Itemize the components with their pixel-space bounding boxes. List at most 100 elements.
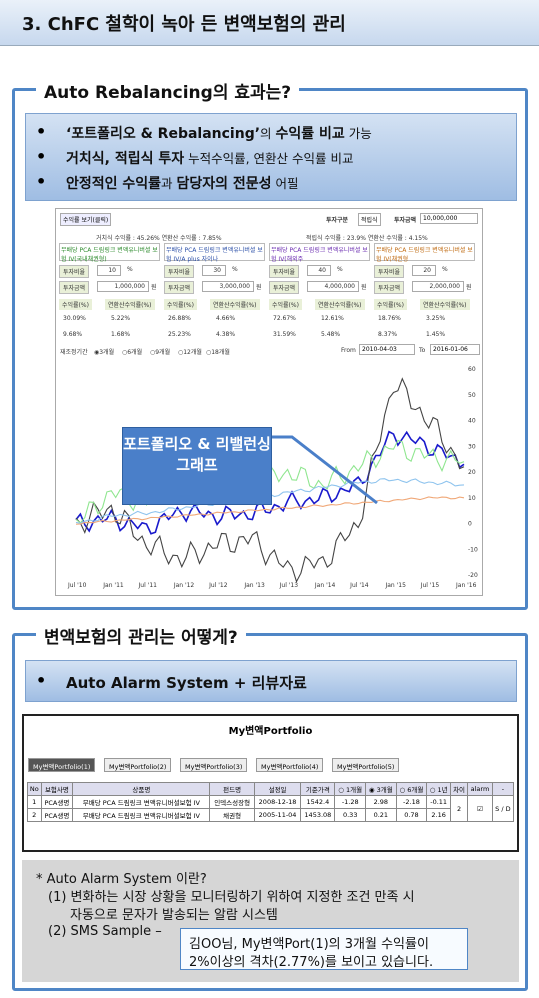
return-label: 수익률(%): [269, 299, 302, 310]
action-cell[interactable]: S / D: [491, 795, 515, 822]
table-cell: -1.28: [334, 795, 367, 809]
table-cell: 채권형: [209, 808, 255, 822]
table-header[interactable]: ○ 1년: [426, 782, 452, 796]
portfolio-tab-5[interactable]: My변액Portfolio(5): [332, 758, 400, 772]
pct-unit: %: [442, 266, 448, 273]
from-date-input[interactable]: 2010-04-03: [359, 344, 415, 355]
fund-name: 무배당 PCA 드림링크 변액유니버셜 보험 IV/A plus 자이나: [164, 243, 265, 263]
from-label: From: [341, 347, 356, 354]
view-returns-button[interactable]: 수익률 보기(클릭): [60, 213, 112, 226]
series-line-5: [75, 496, 465, 525]
sms-line-1: 김OO님, My변액Port(1)의 3개월 수익률이: [189, 937, 429, 952]
to-label: To: [419, 347, 426, 354]
amount-label: 투자금액: [374, 281, 405, 294]
period-option-2[interactable]: ○6개월: [122, 349, 143, 356]
amount-input[interactable]: 2,000,000: [412, 281, 464, 292]
diff-input[interactable]: 2: [450, 795, 469, 822]
x-tick-label: Jul '12: [208, 582, 228, 589]
y-tick-label: -20: [468, 572, 478, 579]
period-option-5[interactable]: ○18개월: [206, 349, 230, 356]
period-option-1[interactable]: ◉3개월: [94, 349, 115, 356]
period-label: 재조정기간: [60, 349, 88, 356]
table-cell: 무배당 PCA 드림링크 변액유니버셜보험 IV: [72, 808, 211, 822]
lump-annual: 5.22%: [111, 315, 131, 322]
fund-name: 무배당 PCA 드림링크 변액유니버셜 보험 IV(채권형: [374, 243, 475, 263]
management-heading: 변액보험의 관리는 어떻게?: [36, 623, 246, 648]
portfolio-tab-4[interactable]: My변액Portfolio(4): [256, 758, 324, 772]
amount-input[interactable]: 1,000,000: [97, 281, 149, 292]
title-bar: 3. ChFC 철학이 녹아 든 변액보험의 관리: [0, 0, 539, 46]
table-header[interactable]: ◉ 3개월: [365, 782, 397, 796]
bullet-1: ‘포트폴리오 & Rebalancing’의 수익률 비교 가능: [66, 126, 372, 142]
alarm-checkbox[interactable]: ☑: [467, 795, 493, 822]
install-annual: 4.38%: [216, 331, 236, 338]
table-cell: PCA생명: [40, 808, 74, 822]
bullet-dot: •: [36, 122, 47, 141]
table-cell: 1: [27, 795, 42, 809]
portfolio-tab-3[interactable]: My변액Portfolio(3): [180, 758, 248, 772]
chart-callout: 포트폴리오 & 리밸런싱 그래프: [122, 427, 272, 505]
table-cell: 2: [27, 808, 42, 822]
install-return: 31.59%: [273, 331, 296, 338]
install-return: 8.37%: [378, 331, 398, 338]
invest-amount-input[interactable]: 10,000,000: [420, 213, 478, 224]
ratio-input[interactable]: 40: [307, 265, 331, 276]
y-tick-label: 60: [468, 366, 476, 373]
table-header[interactable]: ○ 1개월: [334, 782, 367, 796]
lump-return: 72.67%: [273, 315, 296, 322]
table-row: 1 PCA생명 무배당 PCA 드림링크 변액유니버셜보험 IV 인덱스성장형 2008…: [27, 795, 515, 822]
ratio-input[interactable]: 10: [97, 265, 121, 276]
amount-label: 투자금액: [59, 281, 90, 294]
table-header: 기준가격: [300, 782, 336, 796]
annual-label: 연환산수익률(%): [420, 299, 470, 310]
period-option-3[interactable]: ○9개월: [150, 349, 171, 356]
table-cell: 2.16: [426, 808, 452, 822]
ratio-label: 투자비율: [269, 265, 300, 278]
bullet-2: 거치식, 적립식 투자 누적수익률, 연환산 수익률 비교: [66, 151, 354, 167]
x-tick-label: Jan '14: [314, 582, 336, 589]
table-cell: 인덱스성장형: [209, 795, 255, 809]
pct-unit: %: [337, 266, 343, 273]
y-tick-label: 30: [468, 443, 476, 450]
table-cell: 2008-12-18: [253, 795, 302, 809]
series-line-2: [75, 377, 465, 584]
y-tick-label: 50: [468, 392, 476, 399]
x-tick-label: Jul '10: [67, 582, 87, 589]
period-option-4[interactable]: ○12개월: [178, 349, 202, 356]
bullet-dot: •: [36, 172, 47, 191]
ratio-label: 투자비율: [164, 265, 195, 278]
bullet-dot: •: [36, 671, 47, 690]
annual-label: 연환산수익률(%): [105, 299, 155, 310]
ratio-input[interactable]: 30: [202, 265, 226, 276]
fund-name: 무배당 PCA 드림링크 변액유니버셜 보험 IV(해외주: [269, 243, 370, 263]
table-header: 차이: [450, 782, 469, 796]
series-line-1: [75, 430, 465, 535]
amount-input[interactable]: 3,000,000: [202, 281, 254, 292]
invest-type-select[interactable]: 적립식: [358, 213, 381, 226]
portfolio-tab-1[interactable]: My변액Portfolio(1): [28, 758, 96, 772]
portfolio-tab-2[interactable]: My변액Portfolio(2): [104, 758, 172, 772]
won-unit: 원: [361, 284, 367, 291]
lump-return: 30.09%: [63, 315, 86, 322]
x-tick-label: Jul '13: [279, 582, 299, 589]
ratio-label: 투자비율: [59, 265, 90, 278]
ratio-input[interactable]: 20: [412, 265, 436, 276]
lump-annual: 4.66%: [216, 315, 236, 322]
amount-input[interactable]: 4,000,000: [307, 281, 359, 292]
install-summary: 적립식 수익률 : 23.9% 연환산 수익률 : 4.15%: [306, 235, 428, 242]
install-return: 25.23%: [168, 331, 191, 338]
x-tick-label: Jan '16: [455, 582, 477, 589]
return-label: 수익률(%): [59, 299, 92, 310]
table-cell: 0.78: [395, 808, 428, 822]
amount-label: 투자금액: [269, 281, 300, 294]
install-annual: 1.68%: [111, 331, 131, 338]
to-date-input[interactable]: 2016-01-06: [430, 344, 480, 355]
y-tick-label: 40: [468, 418, 476, 425]
table-header[interactable]: ○ 6개월: [395, 782, 428, 796]
page-title: 3. ChFC 철학이 녹아 든 변액보험의 관리: [22, 14, 346, 35]
portfolio-title: My변액Portfolio: [228, 726, 313, 737]
table-row: 2 PCA생명 무배당 PCA 드림링크 변액유니버셜보험 IV 채권형 2005-11…: [27, 808, 514, 822]
y-tick-label: 0: [468, 521, 472, 528]
lump-summary: 거치식 수익률 : 45.26% 연환산 수익률 : 7.85%: [96, 235, 222, 242]
lump-annual: 3.25%: [426, 315, 446, 322]
